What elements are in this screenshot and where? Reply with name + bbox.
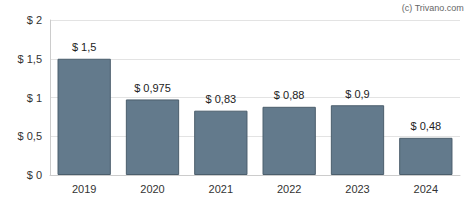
svg-text:$ 0,48: $ 0,48	[411, 120, 442, 132]
svg-text:$ 0,88: $ 0,88	[274, 89, 305, 101]
svg-text:$ 2: $ 2	[27, 14, 42, 26]
svg-text:2021: 2021	[209, 183, 233, 195]
svg-text:2022: 2022	[277, 183, 301, 195]
svg-text:2020: 2020	[140, 183, 164, 195]
svg-text:$ 1,5: $ 1,5	[72, 41, 96, 53]
svg-text:$ 0,5: $ 0,5	[18, 130, 42, 142]
svg-text:$ 0,83: $ 0,83	[206, 93, 237, 105]
svg-text:$ 0: $ 0	[27, 169, 42, 181]
svg-text:$ 0,975: $ 0,975	[134, 82, 171, 94]
svg-text:$ 0,9: $ 0,9	[345, 88, 369, 100]
svg-text:2023: 2023	[345, 183, 369, 195]
svg-text:(c) Trivano.com: (c) Trivano.com	[402, 3, 464, 13]
svg-text:2019: 2019	[72, 183, 96, 195]
svg-text:$ 1,5: $ 1,5	[18, 53, 42, 65]
svg-text:$ 1: $ 1	[27, 92, 42, 104]
svg-text:2024: 2024	[414, 183, 438, 195]
